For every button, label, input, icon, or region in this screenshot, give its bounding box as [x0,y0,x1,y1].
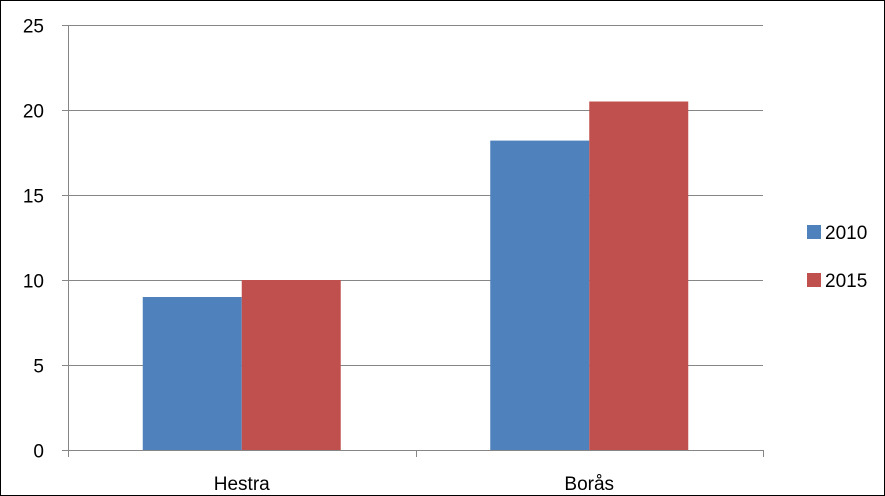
x-tick-label: Hestra [214,474,270,495]
bar-2010-Borås [490,140,590,450]
y-tick-labels: 0 5 10 15 20 25 [23,17,44,463]
bar-2015-Borås [589,101,689,450]
y-tick-label: 20 [23,102,44,123]
y-tick-label: 0 [33,442,44,463]
legend-swatch-2015 [807,273,821,287]
y-tick-label: 5 [33,357,44,378]
legend: 2010 2015 [807,223,867,292]
x-tick-label: Borås [564,474,614,495]
bars [142,101,689,450]
y-tick-label: 25 [23,17,44,38]
axes [62,25,764,457]
legend-swatch-2010 [807,225,821,239]
y-tick-label: 15 [23,187,44,208]
legend-label-2015: 2015 [825,271,867,292]
bar-2010-Hestra [142,297,242,450]
legend-label-2010: 2010 [825,223,867,244]
bar-2015-Hestra [241,280,341,450]
y-tick-label: 10 [23,272,44,293]
x-tick-labels: Hestra Borås [214,474,614,495]
